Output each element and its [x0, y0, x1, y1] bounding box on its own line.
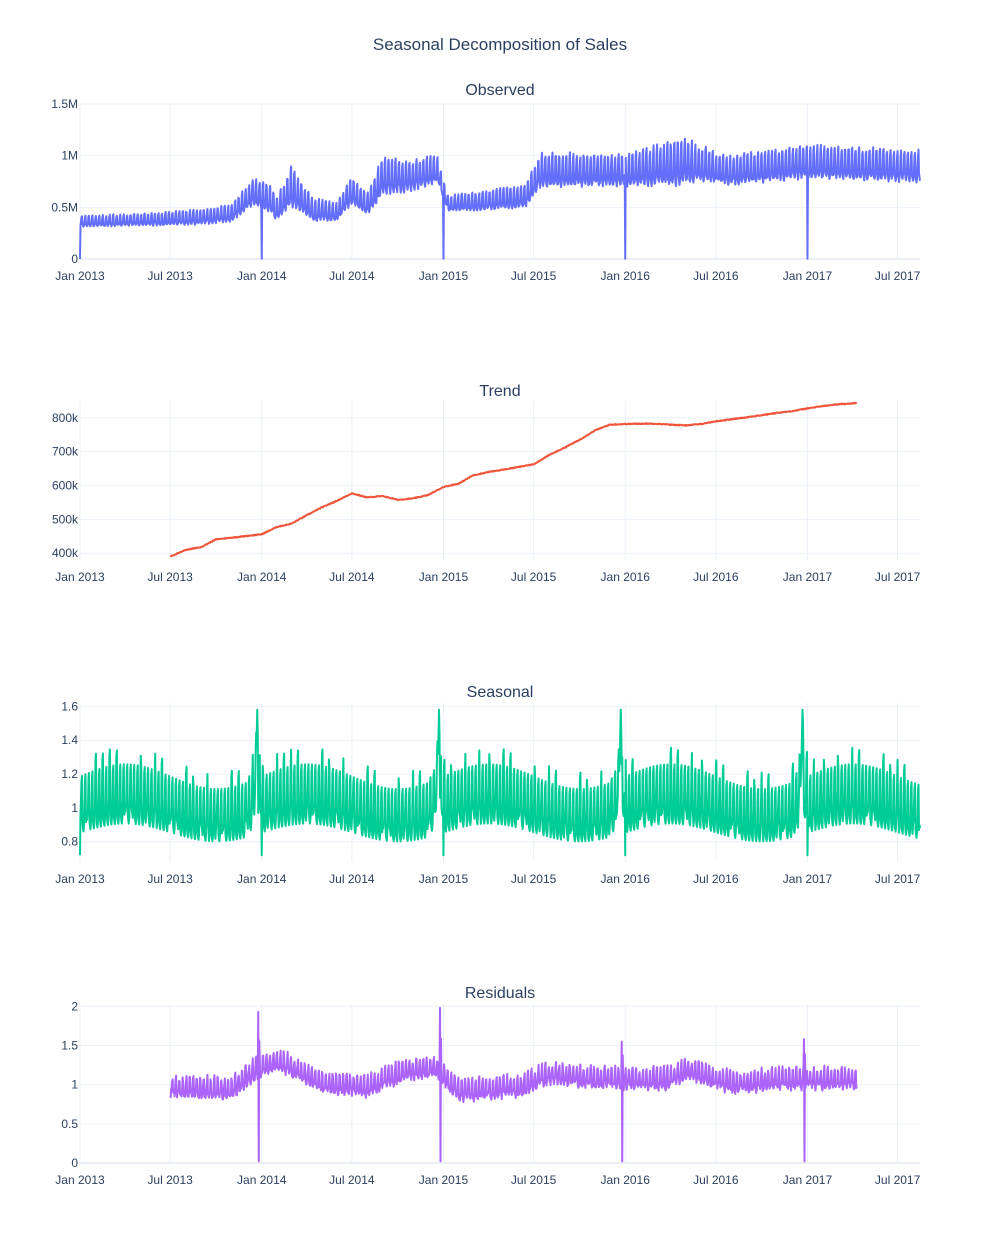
x-tick-label: Jan 2017: [783, 872, 833, 886]
x-tick-label: Jan 2015: [419, 1173, 469, 1187]
x-tick-label: Jul 2014: [329, 269, 375, 283]
y-tick-label: 800k: [52, 411, 79, 425]
subplot-title: Observed: [465, 82, 534, 99]
x-tick-label: Jan 2013: [55, 1173, 105, 1187]
x-tick-label: Jul 2015: [511, 1173, 557, 1187]
y-tick-label: 1.5M: [51, 97, 78, 111]
x-tick-label: Jan 2013: [55, 570, 105, 584]
x-tick-label: Jul 2017: [875, 269, 921, 283]
x-tick-label: Jan 2016: [601, 570, 651, 584]
x-tick-label: Jul 2013: [147, 570, 193, 584]
subplot-title: Residuals: [465, 985, 535, 1002]
x-tick-label: Jul 2013: [147, 1173, 193, 1187]
x-tick-label: Jan 2014: [237, 872, 287, 886]
x-tick-label: Jan 2016: [601, 872, 651, 886]
x-tick-label: Jan 2015: [419, 269, 469, 283]
y-tick-label: 2: [71, 999, 78, 1013]
y-tick-label: 0: [71, 1156, 78, 1170]
x-tick-label: Jan 2013: [55, 872, 105, 886]
x-tick-label: Jul 2017: [875, 872, 921, 886]
y-tick-label: 1.6: [61, 699, 78, 713]
figure-title: Seasonal Decomposition of Sales: [373, 35, 627, 54]
y-tick-label: 0.5M: [51, 200, 78, 214]
x-tick-label: Jan 2016: [601, 1173, 651, 1187]
x-tick-label: Jul 2014: [329, 570, 375, 584]
x-tick-label: Jul 2015: [511, 570, 557, 584]
x-tick-label: Jan 2015: [419, 570, 469, 584]
x-tick-label: Jul 2017: [875, 1173, 921, 1187]
subplot-title: Trend: [479, 383, 520, 400]
y-tick-label: 1.4: [61, 733, 78, 747]
y-tick-label: 1: [71, 1078, 78, 1092]
subplot-trend: 400k 500k 600k 700k 800k Jan 2013 Jul 2013 Jan …: [52, 383, 921, 584]
x-tick-label: Jan 2014: [237, 269, 287, 283]
x-tick-label: Jul 2016: [693, 1173, 739, 1187]
subplot-title: Seasonal: [467, 684, 534, 701]
x-tick-label: Jul 2014: [329, 872, 375, 886]
series-line-trend: [169, 401, 858, 558]
y-tick-label: 0.8: [61, 835, 78, 849]
subplot-seasonal: 0.8 1 1.2 1.4 1.6 Jan 2013 Jul 2013 Jan 2014 Jul…: [55, 684, 921, 886]
y-tick-label: 0.5: [61, 1117, 78, 1131]
x-tick-label: Jul 2016: [693, 872, 739, 886]
y-tick-label: 500k: [52, 512, 79, 526]
x-tick-label: Jul 2013: [147, 872, 193, 886]
x-tick-label: Jul 2013: [147, 269, 193, 283]
y-tick-label: 400k: [52, 546, 79, 560]
series-line-residuals: [169, 1006, 858, 1163]
subplot-residuals: 0 0.5 1 1.5 2 Jan 2013 Jul 2013 Jan 2014 Jul 201…: [55, 985, 920, 1187]
x-tick-label: Jan 2014: [237, 570, 287, 584]
x-tick-label: Jul 2014: [329, 1173, 375, 1187]
subplot-panels: 0 0.5M 1M 1.5M Jan 2013 Jul 2013 Jan 2014 Jul 2…: [51, 82, 921, 1187]
x-tick-label: Jul 2016: [693, 269, 739, 283]
x-tick-label: Jan 2015: [419, 872, 469, 886]
series-line-seasonal: [79, 708, 921, 857]
x-tick-label: Jan 2017: [783, 570, 833, 584]
x-tick-label: Jul 2016: [693, 570, 739, 584]
series-line-observed: [79, 137, 921, 260]
x-tick-label: Jul 2015: [511, 872, 557, 886]
y-tick-label: 700k: [52, 445, 79, 459]
y-tick-label: 1.5: [61, 1039, 78, 1053]
subplot-observed: 0 0.5M 1M 1.5M Jan 2013 Jul 2013 Jan 2014 Jul 2…: [51, 82, 921, 283]
x-tick-label: Jan 2014: [237, 1173, 287, 1187]
x-tick-label: Jan 2017: [783, 269, 833, 283]
x-tick-label: Jan 2013: [55, 269, 105, 283]
x-tick-label: Jul 2017: [875, 570, 921, 584]
y-tick-label: 1: [71, 801, 78, 815]
x-tick-label: Jan 2017: [783, 1173, 833, 1187]
x-tick-label: Jan 2016: [601, 269, 651, 283]
y-tick-label: 1.2: [61, 767, 78, 781]
y-tick-label: 600k: [52, 479, 79, 493]
y-tick-label: 0: [71, 252, 78, 266]
x-tick-label: Jul 2015: [511, 269, 557, 283]
y-tick-label: 1M: [61, 149, 78, 163]
